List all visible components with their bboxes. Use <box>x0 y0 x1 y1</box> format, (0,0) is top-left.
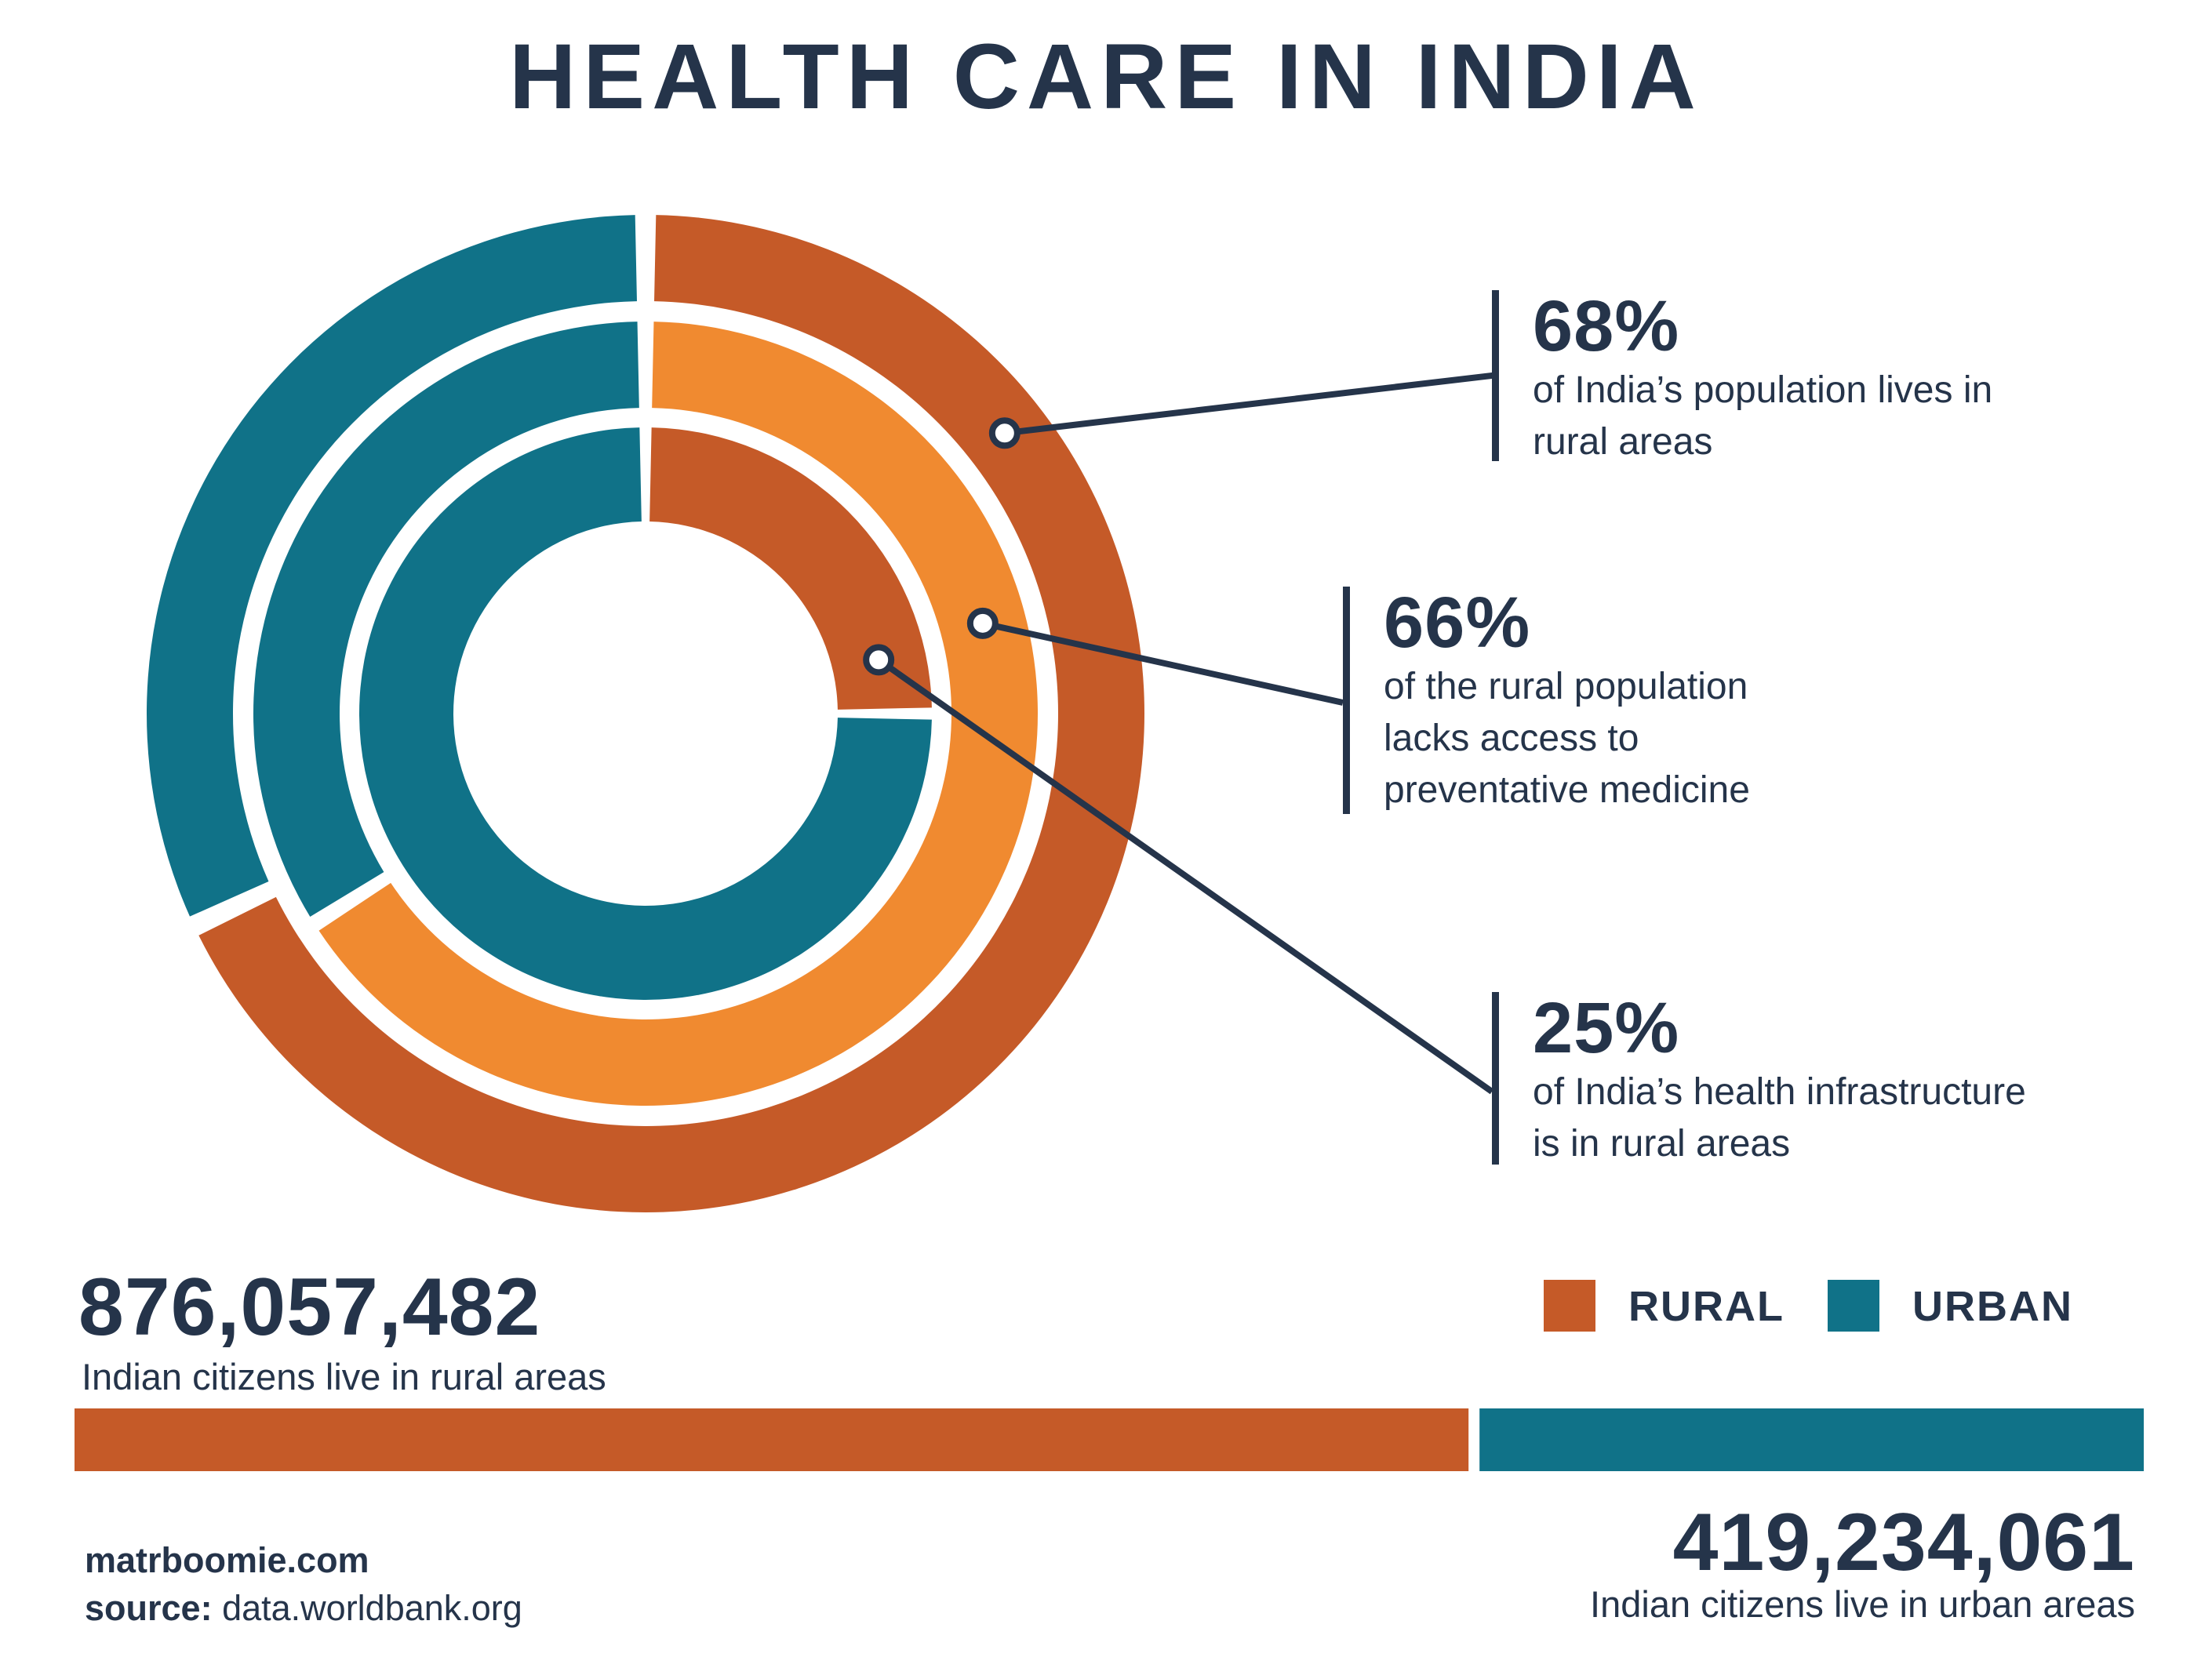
callout-line: is in rural areas <box>1533 1123 1791 1165</box>
legend-label-rural: RURAL <box>1628 1283 1785 1330</box>
callout-line: rural areas <box>1533 421 1713 463</box>
callout-rule <box>1343 587 1350 814</box>
callout-line: of India’s health infrastructure <box>1533 1071 2026 1113</box>
population-bar-rural <box>75 1408 1469 1471</box>
source-value: data.worldbank.org <box>222 1588 522 1628</box>
donut-inner-segment-urban <box>358 427 932 1001</box>
callout-line: of India’s population lives in <box>1533 369 1993 411</box>
legend-label-urban: URBAN <box>1912 1283 2073 1330</box>
rural-population-total: 876,057,482 <box>78 1262 541 1353</box>
connector-marker-3 <box>863 644 895 676</box>
callout-description: of the rural population lacks access to … <box>1384 661 1980 816</box>
callout-percent: 25% <box>1533 988 1680 1068</box>
callout-line: preventative medicine <box>1384 769 1750 811</box>
urban-population-total: 419,234,061 <box>1672 1497 2135 1588</box>
rural-population-caption: Indian citizens live in rural areas <box>82 1356 606 1397</box>
connector-line-3 <box>876 657 1494 1095</box>
connector-marker-2 <box>966 607 999 639</box>
callout-description: of India’s health infrastructure is in r… <box>1533 1067 2129 1170</box>
legend-swatch-rural <box>1544 1280 1595 1332</box>
connector-line-2 <box>981 620 1344 706</box>
urban-population-caption: Indian citizens live in urban areas <box>1590 1583 2135 1625</box>
source-label: source: <box>85 1588 213 1628</box>
callout-line: lacks access to <box>1384 718 1639 759</box>
population-stacked-bar <box>75 1408 2144 1471</box>
callout-percent: 66% <box>1384 583 1531 663</box>
callout-rule <box>1492 992 1499 1165</box>
population-bar-urban <box>1479 1408 2144 1471</box>
page-title: HEALTH CARE IN INDIA <box>509 25 1703 129</box>
connector-line-1 <box>1004 372 1499 437</box>
legend-swatch-urban <box>1828 1280 1879 1332</box>
connector-marker-1 <box>988 417 1021 449</box>
donut-inner-segment-rural <box>649 427 932 710</box>
callout-rule <box>1492 290 1499 461</box>
site-credit: matrboomie.com <box>85 1540 369 1580</box>
source-credit: source: data.worldbank.org <box>85 1588 522 1629</box>
callout-description: of India’s population lives in rural are… <box>1533 365 2129 468</box>
callout-percent: 68% <box>1533 286 1680 366</box>
callout-line: of the rural population <box>1384 666 1748 707</box>
donut-middle-segment-urban <box>253 322 639 918</box>
donut-outer-segment-urban <box>147 215 637 917</box>
